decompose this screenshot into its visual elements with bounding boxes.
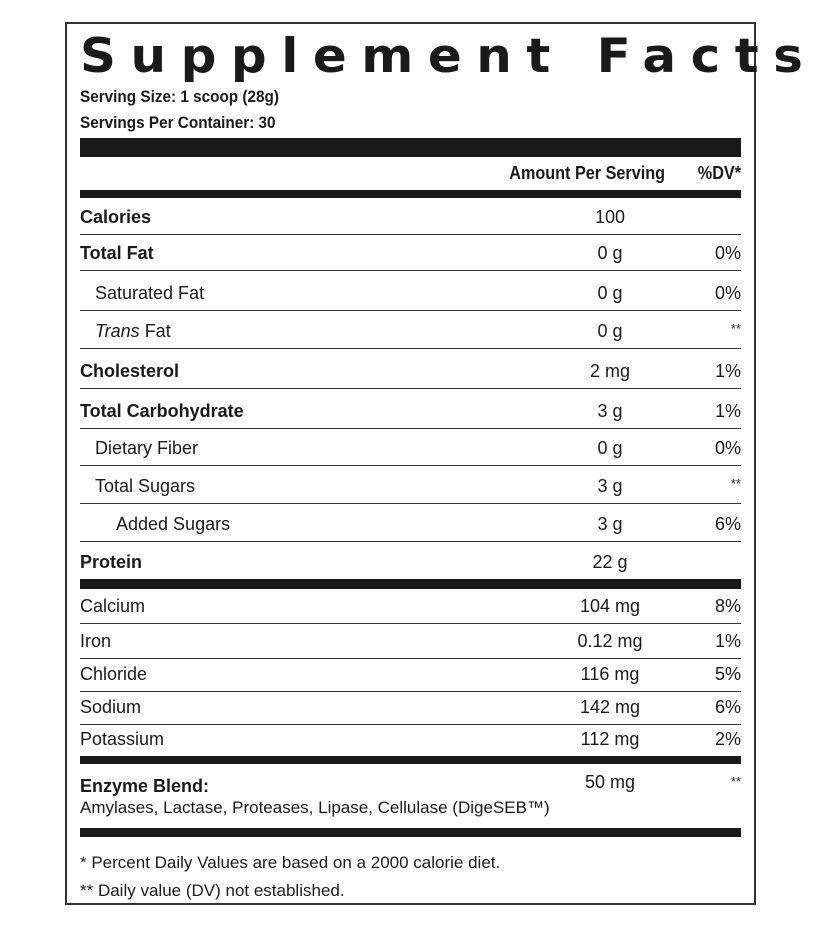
column-header: Amount Per Serving %DV* <box>80 157 741 190</box>
nutrient-dv: 8% <box>714 596 741 616</box>
mineral-row-calcium: Calcium 104 mg 8% <box>80 589 741 624</box>
nutrient-dv: 0% <box>714 283 741 303</box>
footnote-dv: * Percent Daily Values are based on a 20… <box>80 853 501 872</box>
nutrient-dv: 6% <box>714 697 741 717</box>
divider-thick <box>80 138 741 157</box>
nutrient-name: Saturated Fat <box>95 283 205 303</box>
nutrient-name: Chloride <box>80 664 148 684</box>
nutrient-row-dietary-fiber: Dietary Fiber 0 g 0% <box>80 429 741 466</box>
enzyme-name: Enzyme Blend: <box>80 776 210 796</box>
nutrient-dv: 0% <box>714 243 741 263</box>
divider-medium <box>80 756 741 764</box>
nutrient-amount: 104 mg <box>579 596 641 616</box>
nutrient-dv: 0% <box>714 438 741 458</box>
nutrient-dv: ** <box>730 321 741 336</box>
nutrient-amount: 0 g <box>597 283 623 303</box>
serving-size: Serving Size: 1 scoop (28g) <box>80 87 279 106</box>
nutrient-dv: ** <box>730 476 741 491</box>
nutrient-amount: 142 mg <box>579 697 641 717</box>
enzyme-amount: 50 mg <box>584 772 636 792</box>
fat-label: Fat <box>139 321 171 341</box>
nutrient-dv: 1% <box>714 361 741 381</box>
nutrient-row-total-carbohydrate: Total Carbohydrate 3 g 1% <box>80 389 741 429</box>
nutrient-amount: 0 g <box>597 438 623 458</box>
nutrient-name: Total Sugars <box>95 476 196 496</box>
nutrient-dv: 1% <box>714 401 741 421</box>
nutrient-amount: 3 g <box>597 514 623 534</box>
nutrient-amount: 3 g <box>597 476 623 496</box>
divider-medium <box>80 190 741 198</box>
nutrient-name: Trans Fat <box>95 321 171 342</box>
nutrient-name: Total Carbohydrate <box>80 401 244 421</box>
nutrient-amount: 112 mg <box>580 729 640 749</box>
nutrient-name: Calcium <box>80 596 146 616</box>
mineral-row-potassium: Potassium 112 mg 2% <box>80 725 741 756</box>
footnotes: * Percent Daily Values are based on a 20… <box>80 849 741 905</box>
nutrient-name: Dietary Fiber <box>95 438 199 458</box>
nutrient-name: Iron <box>80 631 112 651</box>
nutrient-amount: 116 mg <box>580 664 640 684</box>
nutrient-row-trans-fat: Trans Fat 0 g ** <box>80 311 741 349</box>
nutrient-name: Calories <box>80 207 152 227</box>
mineral-row-chloride: Chloride 116 mg 5% <box>80 659 741 692</box>
nutrient-row-calories: Calories 100 <box>80 198 741 235</box>
enzyme-dv: ** <box>730 774 741 789</box>
nutrient-amount: 22 g <box>592 552 628 572</box>
nutrient-dv: 2% <box>714 729 741 749</box>
nutrient-amount: 0 g <box>597 321 623 341</box>
nutrient-row-protein: Protein 22 g <box>80 542 741 579</box>
nutrient-amount: 0 g <box>597 243 623 263</box>
nutrient-amount: 3 g <box>597 401 623 421</box>
enzyme-blend-row: Enzyme Blend: 50 mg ** Amylases, Lactase… <box>80 764 741 828</box>
nutrient-amount: 0.12 mg <box>577 631 643 651</box>
nutrient-row-cholesterol: Cholesterol 2 mg 1% <box>80 349 741 389</box>
nutrient-name: Protein <box>80 552 143 572</box>
nutrient-row-total-sugars: Total Sugars 3 g ** <box>80 466 741 504</box>
nutrient-name: Cholesterol <box>80 361 180 381</box>
supplement-facts-panel: Supplement Facts Serving Size: 1 scoop (… <box>65 22 818 905</box>
enzyme-ingredients: Amylases, Lactase, Proteases, Lipase, Ce… <box>80 798 550 817</box>
divider-medium <box>80 828 741 837</box>
dv-header: %DV* <box>697 163 741 183</box>
servings-per-container: Servings Per Container: 30 <box>80 113 276 132</box>
nutrient-row-total-fat: Total Fat 0 g 0% <box>80 235 741 271</box>
nutrient-dv: 5% <box>714 664 741 684</box>
divider-medium <box>80 579 741 589</box>
nutrient-dv: 1% <box>714 631 741 651</box>
trans-label: Trans <box>95 321 140 341</box>
panel-title: Supplement Facts <box>80 28 818 84</box>
mineral-row-sodium: Sodium 142 mg 6% <box>80 692 741 725</box>
nutrient-name: Potassium <box>80 729 165 749</box>
nutrient-row-saturated-fat: Saturated Fat 0 g 0% <box>80 271 741 311</box>
nutrient-amount: 100 <box>594 207 626 227</box>
amount-header: Amount Per Serving <box>509 163 665 183</box>
footnote-not-established: ** Daily value (DV) not established. <box>80 881 345 900</box>
nutrient-name: Total Fat <box>80 243 154 263</box>
mineral-row-iron: Iron 0.12 mg 1% <box>80 624 741 659</box>
nutrient-row-added-sugars: Added Sugars 3 g 6% <box>80 504 741 542</box>
nutrient-amount: 2 mg <box>589 361 631 381</box>
nutrient-dv: 6% <box>714 514 741 534</box>
nutrient-name: Added Sugars <box>116 514 231 534</box>
nutrient-name: Sodium <box>80 697 142 717</box>
